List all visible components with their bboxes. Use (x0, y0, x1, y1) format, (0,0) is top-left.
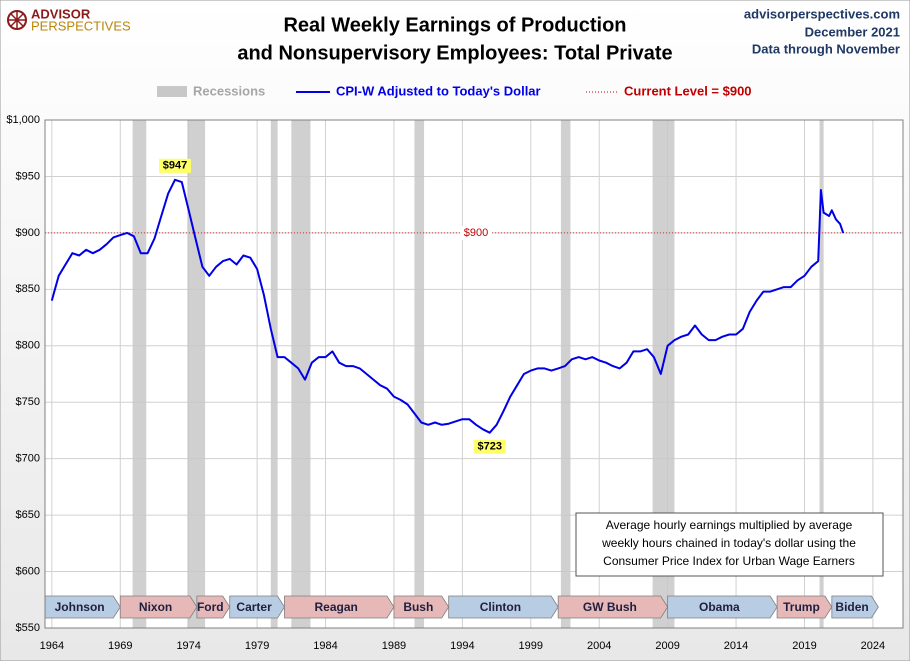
plot-frame (44, 119, 904, 629)
note-text: Average hourly earnings multiplied by av… (606, 518, 853, 532)
president-label: Obama (699, 600, 740, 614)
y-tick-label: $1,000 (6, 114, 40, 126)
president-label: Reagan (315, 600, 358, 614)
current-level-label-bg (460, 225, 493, 240)
legend-label: Current Level = $900 (624, 83, 752, 98)
y-tick-label: $550 (16, 622, 40, 634)
y-tick-label: $850 (16, 283, 40, 295)
annotation-box (473, 439, 506, 454)
x-tick-label: 1969 (108, 640, 132, 652)
president-label: Carter (236, 600, 272, 614)
president-term (831, 595, 879, 619)
series-line (50, 178, 845, 434)
president-term (229, 595, 285, 619)
x-tick-label: 1974 (176, 640, 200, 652)
note-box (575, 512, 884, 577)
president-label: Johnson (55, 600, 105, 614)
recession-band (652, 120, 675, 628)
x-tick-label: 2014 (724, 640, 748, 652)
president-term (557, 595, 669, 619)
president-term (196, 595, 231, 619)
annotation-label: $947 (163, 160, 187, 172)
president-term (448, 595, 559, 619)
president-label: Trump (783, 600, 820, 614)
y-tick-label: $650 (16, 509, 40, 521)
x-tick-label: 2009 (655, 640, 679, 652)
president-label: Ford (197, 600, 224, 614)
current-level-label: $900 (464, 227, 488, 239)
president-term (284, 595, 395, 619)
x-tick-label: 2019 (792, 640, 816, 652)
legend-label: Recessions (193, 83, 265, 98)
source: December 2021 (805, 24, 900, 39)
y-tick-label: $900 (16, 227, 40, 239)
president-term (667, 595, 778, 619)
recession-band (132, 120, 147, 628)
x-tick-label: 1999 (519, 640, 543, 652)
source: advisorperspectives.com (744, 6, 900, 21)
recession-band (560, 120, 571, 628)
annotation-box (159, 158, 191, 173)
x-tick-label: 1984 (313, 640, 337, 652)
recession-band (819, 120, 824, 628)
y-tick-label: $950 (16, 170, 40, 182)
x-tick-label: 2004 (587, 640, 611, 652)
legend-label: CPI-W Adjusted to Today's Dollar (336, 83, 541, 98)
x-tick-label: 1979 (245, 640, 269, 652)
president-label: Bush (403, 600, 433, 614)
logo-icon (8, 11, 26, 29)
chart-title: and Nonsupervisory Employees: Total Priv… (237, 42, 672, 64)
president-term (393, 595, 450, 619)
legend-swatch (157, 86, 187, 97)
x-tick-label: 1994 (450, 640, 474, 652)
y-tick-label: $800 (16, 340, 40, 352)
note-text: weekly hours chained in today's dollar u… (601, 536, 856, 550)
brand: PERSPECTIVES (31, 18, 131, 33)
president-label: Biden (835, 600, 868, 614)
source: Data through November (752, 41, 900, 56)
president-term (119, 595, 198, 619)
y-tick-label: $750 (16, 396, 40, 408)
brand: ADVISOR (31, 6, 91, 21)
y-tick-label: $700 (16, 453, 40, 465)
recession-band (414, 120, 425, 628)
chart-title: Real Weekly Earnings of Production (283, 14, 626, 36)
annotation-label: $723 (477, 441, 501, 453)
note-text: Consumer Price Index for Urban Wage Earn… (603, 554, 855, 568)
x-tick-label: 2024 (861, 640, 885, 652)
president-label: Clinton (480, 600, 521, 614)
president-label: Nixon (139, 600, 172, 614)
x-tick-label: 1989 (382, 640, 406, 652)
recession-band (270, 120, 278, 628)
president-label: GW Bush (583, 600, 637, 614)
president-term (776, 595, 833, 619)
y-tick-label: $600 (16, 565, 40, 577)
x-tick-label: 1964 (40, 640, 64, 652)
recession-band (187, 120, 206, 628)
